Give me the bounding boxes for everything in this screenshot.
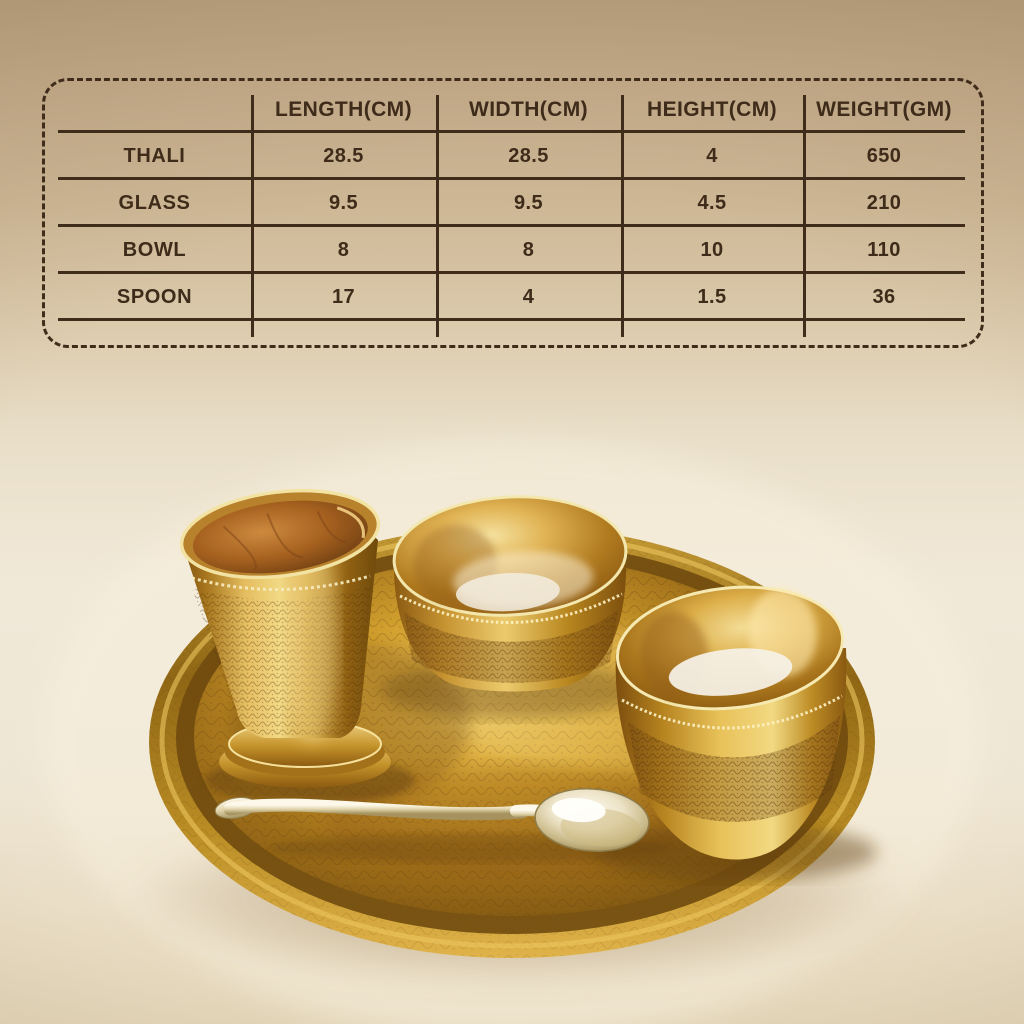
row-label: GLASS	[118, 192, 191, 214]
table-row-bowl: BOWL 8 8 10 110	[58, 227, 965, 274]
bowl-back	[380, 495, 644, 718]
spoon-length: 17	[331, 286, 356, 308]
table-column-divider	[251, 95, 254, 337]
bowl-width: 8	[522, 239, 535, 261]
spoon	[214, 788, 670, 862]
row-label: THALI	[123, 145, 186, 167]
spoon-height: 1.5	[697, 286, 727, 308]
tray-shadow	[116, 810, 920, 986]
spoon-width: 4	[522, 286, 535, 308]
photo-backdrop-glow	[42, 440, 982, 1024]
header-width: WIDTH(CM)	[468, 98, 589, 121]
header-length: LENGTH(CM)	[275, 98, 412, 121]
bowl-front	[593, 585, 877, 880]
table-row-thali: THALI 28.5 28.5 4 650	[58, 133, 965, 180]
glass-length: 9.5	[328, 192, 358, 214]
header-weight: WEIGHT(GM)	[816, 98, 952, 121]
table-column-divider	[621, 95, 624, 337]
thali-weight: 650	[866, 145, 902, 167]
table-header-row: LENGTH(CM) WIDTH(CM) HEIGHT(CM) WEIGHT(G…	[58, 81, 965, 133]
glass-width: 9.5	[513, 192, 543, 214]
glass-tumbler	[179, 488, 415, 804]
table-row-glass: GLASS 9.5 9.5 4.5 210	[58, 180, 965, 227]
table-column-divider	[436, 95, 439, 337]
dimensions-grid: LENGTH(CM) WIDTH(CM) HEIGHT(CM) WEIGHT(G…	[58, 81, 965, 326]
bowl-length: 8	[337, 239, 350, 261]
thali-width: 28.5	[508, 145, 549, 167]
glass-weight: 210	[866, 192, 902, 214]
row-label: SPOON	[116, 286, 193, 308]
glass-height: 4.5	[697, 192, 727, 214]
header-height: HEIGHT(CM)	[647, 98, 777, 121]
thali-height: 4	[706, 145, 718, 167]
thali-length: 28.5	[323, 145, 364, 167]
bowl-weight: 110	[867, 239, 901, 261]
dimensions-table: LENGTH(CM) WIDTH(CM) HEIGHT(CM) WEIGHT(G…	[42, 78, 984, 348]
header-empty	[58, 102, 251, 110]
table-row-spoon: SPOON 17 4 1.5 36	[58, 274, 965, 321]
spoon-weight: 36	[872, 286, 896, 308]
table-column-divider	[803, 95, 806, 337]
bowl-height: 10	[700, 239, 724, 261]
row-label: BOWL	[122, 239, 187, 261]
thali-tray	[149, 526, 875, 958]
